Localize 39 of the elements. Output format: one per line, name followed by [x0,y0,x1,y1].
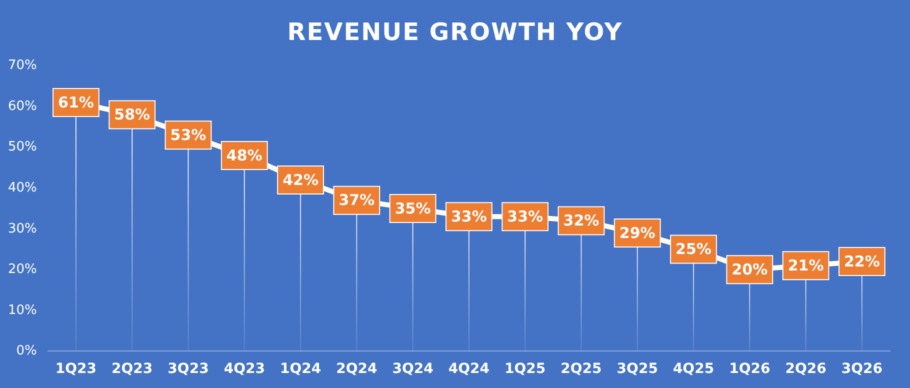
data-label: 33% [450,208,487,226]
data-label: 48% [226,146,262,164]
x-tick-label: 3Q23 [168,361,209,378]
x-tick-label: 4Q24 [448,361,490,378]
x-tick-label: 2Q23 [112,361,153,378]
x-tick-label: 4Q23 [224,361,265,378]
data-label: 37% [338,191,375,210]
data-label: 42% [282,170,318,189]
y-tick-label: 10% [8,302,37,318]
y-tick-label: 60% [8,98,37,114]
data-label: 22% [844,252,880,270]
data-label: 32% [563,212,600,230]
data-label: 25% [676,240,712,258]
data-label: 21% [788,256,824,274]
data-label: 61% [58,93,94,112]
y-tick-label: 20% [8,262,37,278]
y-tick-label: 70% [8,58,37,74]
x-tick-label: 3Q24 [392,361,434,378]
y-tick-label: 40% [8,180,37,196]
chart-title: REVENUE GROWTH YOY [286,18,624,46]
x-tick-label: 4Q25 [672,361,714,378]
data-label: 33% [507,208,544,226]
x-tick-label: 3Q26 [841,361,882,378]
x-tick-label: 1Q25 [504,361,546,378]
x-tick-label: 2Q24 [336,361,378,378]
data-label: 35% [394,199,431,218]
y-tick-label: 50% [8,140,37,155]
x-tick-label: 1Q23 [55,361,97,378]
y-tick-label: 30% [8,221,37,236]
data-label: 20% [732,260,768,279]
x-tick-label: 1Q26 [729,361,770,378]
x-tick-label: 2Q25 [560,361,602,378]
x-tick-label: 2Q26 [785,361,826,378]
y-tick-label: 0% [16,344,37,359]
x-tick-label: 1Q24 [280,361,322,378]
data-label: 58% [114,106,150,124]
data-label: 53% [170,126,206,144]
data-label: 29% [619,224,656,242]
x-tick-label: 3Q25 [616,361,658,378]
